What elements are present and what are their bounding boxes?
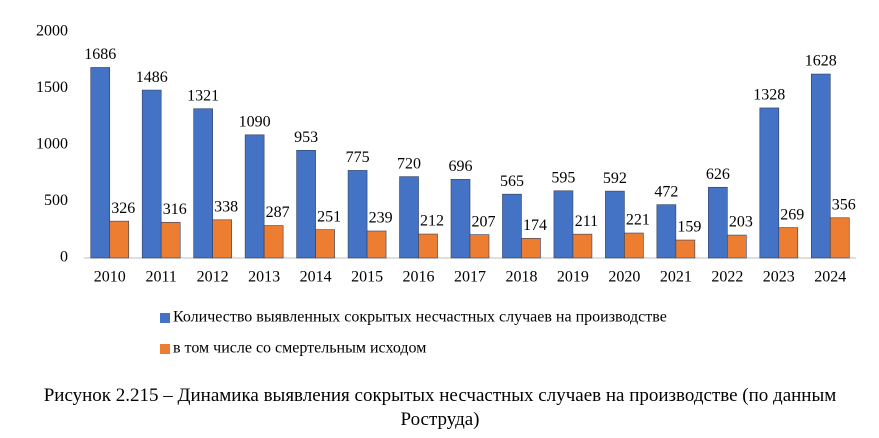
value-label: 221	[626, 212, 650, 229]
value-label: 326	[111, 200, 135, 217]
value-label: 565	[500, 173, 524, 190]
value-label: 1486	[136, 69, 168, 86]
bar	[521, 238, 541, 259]
bar	[572, 233, 593, 259]
value-label: 159	[677, 219, 701, 236]
value-label: 1321	[187, 87, 219, 104]
bar	[315, 229, 335, 259]
x-tick-label: 2010	[94, 269, 126, 286]
bar	[469, 234, 490, 259]
bar	[296, 150, 316, 259]
value-label: 211	[575, 213, 598, 230]
chart: 0 500 1000 1500 2000 2010 1686 326 2011 1486 316 20…	[36, 23, 856, 357]
value-label: 316	[163, 201, 187, 218]
value-label: 207	[472, 213, 496, 230]
value-label: 720	[397, 155, 421, 172]
value-label: 595	[551, 169, 575, 186]
value-label: 592	[603, 170, 627, 187]
x-tick-label: 2019	[557, 269, 589, 286]
legend-label: в том числе со смертельным исходом	[173, 340, 426, 357]
value-label: 1090	[239, 114, 271, 131]
value-label: 1686	[84, 46, 116, 63]
value-label: 174	[523, 217, 547, 234]
value-label: 472	[654, 183, 678, 200]
bar	[90, 67, 111, 259]
y-tick-label: 0	[60, 249, 68, 266]
bar	[399, 176, 419, 259]
value-label: 953	[294, 129, 318, 146]
x-tick-label: 2014	[300, 269, 332, 286]
y-tick-label: 1500	[36, 79, 68, 96]
y-tick-label: 1000	[36, 136, 68, 153]
x-tick-label: 2023	[763, 269, 795, 286]
x-tick-label: 2012	[197, 269, 229, 286]
bar	[109, 220, 130, 259]
legend-swatch	[160, 344, 170, 354]
x-tick-label: 2021	[660, 269, 692, 286]
bar	[263, 225, 284, 259]
value-label: 212	[420, 213, 444, 230]
x-tick-label: 2018	[505, 269, 537, 286]
x-tick-label: 2024	[814, 269, 846, 286]
bar	[193, 108, 213, 259]
bar	[605, 190, 625, 259]
caption: Рисунок 2.215 – Динамика выявления сокры…	[43, 385, 837, 430]
value-label: 696	[449, 158, 473, 175]
x-tick-label: 2013	[248, 269, 280, 286]
bar	[708, 186, 728, 259]
value-label: 338	[214, 198, 238, 215]
bar	[759, 107, 780, 259]
y-tick-label: 2000	[36, 23, 68, 40]
bar	[829, 217, 850, 259]
x-tick-label: 2020	[608, 269, 640, 286]
bar	[727, 234, 747, 259]
x-tick-label: 2016	[403, 269, 435, 286]
bar	[502, 193, 522, 259]
x-tick-label: 2022	[711, 269, 743, 286]
bar	[675, 239, 696, 259]
bar	[810, 73, 831, 259]
value-label: 203	[729, 214, 753, 231]
bar	[212, 219, 232, 259]
value-label: 251	[317, 208, 341, 225]
value-label: 239	[369, 210, 393, 227]
value-label: 626	[706, 166, 730, 183]
bar	[624, 232, 644, 259]
x-tick-label: 2015	[351, 269, 383, 286]
value-label: 287	[266, 204, 290, 221]
bar	[418, 233, 438, 259]
bar	[553, 190, 574, 259]
bar	[244, 134, 265, 259]
value-label: 1628	[805, 53, 837, 70]
value-label: 775	[346, 149, 370, 166]
bar	[450, 179, 471, 259]
bar	[160, 221, 181, 259]
bar	[656, 204, 677, 259]
bar	[778, 227, 799, 259]
value-label: 1328	[753, 87, 785, 104]
bar	[347, 170, 368, 259]
legend-label: Количество выявленных сокрытых несчастны…	[173, 309, 667, 326]
value-label: 269	[780, 206, 804, 223]
bar	[141, 89, 162, 259]
bar	[366, 230, 387, 259]
x-tick-label: 2011	[145, 269, 176, 286]
y-tick-label: 500	[44, 192, 68, 209]
x-tick-label: 2017	[454, 269, 486, 286]
legend-swatch	[160, 313, 170, 323]
value-label: 356	[832, 196, 856, 213]
